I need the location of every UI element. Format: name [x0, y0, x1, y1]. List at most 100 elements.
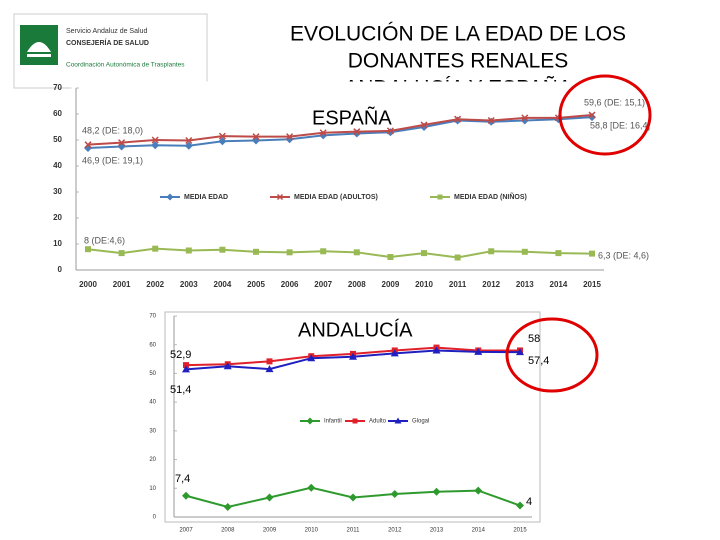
- y-tick-label: 70: [53, 83, 62, 92]
- marker: [521, 114, 529, 122]
- marker: [352, 418, 358, 424]
- logo-text: CONSEJERÍA DE SALUD: [66, 38, 149, 47]
- marker: [386, 127, 394, 135]
- marker: [307, 483, 316, 492]
- y-tick-label: 0: [153, 515, 157, 521]
- marker: [223, 502, 232, 511]
- series-line: [87, 116, 593, 150]
- marker: [474, 347, 483, 355]
- y-tick-label: 50: [149, 371, 156, 377]
- y-tick-label: 40: [149, 400, 156, 406]
- annotation: 58,8 [DE: 16,4]: [590, 120, 650, 130]
- marker: [276, 193, 284, 201]
- y-tick-label: 10: [149, 486, 156, 492]
- marker: [454, 115, 462, 123]
- x-tick-label: 2006: [281, 280, 299, 289]
- annotation: 51,4: [170, 384, 191, 396]
- x-tick-label: 2014: [550, 280, 568, 289]
- marker: [85, 246, 91, 253]
- y-tick-label: 20: [53, 213, 62, 222]
- marker: [319, 129, 327, 137]
- annotation: 52,9: [170, 349, 191, 361]
- marker: [474, 486, 483, 495]
- x-tick-label: 2015: [583, 280, 601, 289]
- x-tick-label: 2000: [79, 280, 97, 289]
- marker: [286, 249, 293, 256]
- x-tick-label: 2015: [513, 528, 527, 534]
- highlight-circle: [558, 74, 652, 156]
- marker: [152, 245, 159, 252]
- marker: [166, 193, 174, 201]
- legend-label: MEDIA EDAD (NIÑOS): [454, 192, 527, 201]
- marker: [185, 136, 193, 145]
- marker: [432, 487, 441, 496]
- legend-label: Glogal: [412, 419, 429, 425]
- x-tick-label: 2012: [388, 528, 402, 534]
- x-tick-label: 2013: [516, 280, 534, 289]
- marker: [306, 417, 314, 425]
- marker: [420, 121, 428, 129]
- slide-title: DONANTES RENALES: [348, 50, 569, 73]
- slide-title: EVOLUCIÓN DE LA EDAD DE LOS: [290, 23, 626, 46]
- annotation: 7,4: [175, 473, 190, 485]
- marker: [84, 141, 92, 149]
- x-tick-label: 2008: [221, 528, 235, 534]
- marker: [488, 248, 495, 255]
- marker: [454, 254, 461, 261]
- marker: [223, 362, 232, 370]
- legend-label: MEDIA EDAD (ADULTOS): [294, 194, 378, 201]
- chart-title: ANDALUCÍA: [298, 318, 413, 341]
- marker: [589, 250, 595, 257]
- highlight-circle: [505, 317, 599, 393]
- marker: [394, 417, 402, 424]
- annotation: 4: [526, 496, 532, 508]
- marker: [182, 491, 190, 500]
- marker: [353, 249, 360, 256]
- marker: [521, 248, 528, 255]
- x-tick-label: 2002: [146, 280, 164, 289]
- y-tick-label: 50: [53, 135, 62, 144]
- marker: [437, 194, 443, 200]
- x-tick-label: 2008: [348, 280, 366, 289]
- y-tick-label: 70: [149, 314, 156, 320]
- x-tick-label: 2011: [449, 280, 467, 289]
- legend-label: Infantil: [324, 419, 342, 425]
- legend-label: MEDIA EDAD: [184, 194, 228, 201]
- x-tick-label: 2009: [382, 280, 400, 289]
- marker: [218, 137, 227, 146]
- marker: [219, 246, 226, 253]
- y-tick-label: 10: [53, 239, 62, 248]
- x-tick-label: 2011: [347, 528, 361, 534]
- marker: [387, 254, 394, 260]
- marker: [151, 141, 160, 150]
- marker: [266, 358, 273, 365]
- x-tick-label: 2010: [305, 528, 319, 534]
- marker: [286, 133, 294, 141]
- marker: [421, 250, 427, 257]
- marker: [184, 141, 193, 150]
- marker: [183, 362, 189, 369]
- annotation: 59,6 (DE: 15,1): [584, 97, 645, 107]
- marker: [516, 501, 524, 510]
- marker: [320, 248, 327, 255]
- marker: [353, 128, 361, 136]
- marker: [185, 247, 192, 254]
- logo-text: Coordinación Autonómica de Trasplantes: [66, 62, 185, 69]
- marker: [390, 490, 399, 499]
- marker: [307, 354, 316, 362]
- x-tick-label: 2003: [180, 280, 198, 289]
- marker: [265, 365, 274, 373]
- y-tick-label: 40: [53, 161, 62, 170]
- logo-icon: [20, 25, 58, 65]
- x-tick-label: 2010: [415, 280, 433, 289]
- marker: [253, 248, 259, 255]
- x-tick-label: 2007: [314, 280, 332, 289]
- chart-title: ESPAÑA: [312, 105, 392, 129]
- y-tick-label: 60: [149, 342, 156, 348]
- annotation: 58: [528, 333, 540, 345]
- y-tick-label: 30: [53, 187, 62, 196]
- annotation: 6,3 (DE: 4,6): [598, 250, 649, 260]
- marker: [555, 250, 562, 257]
- y-tick-label: 0: [58, 265, 63, 274]
